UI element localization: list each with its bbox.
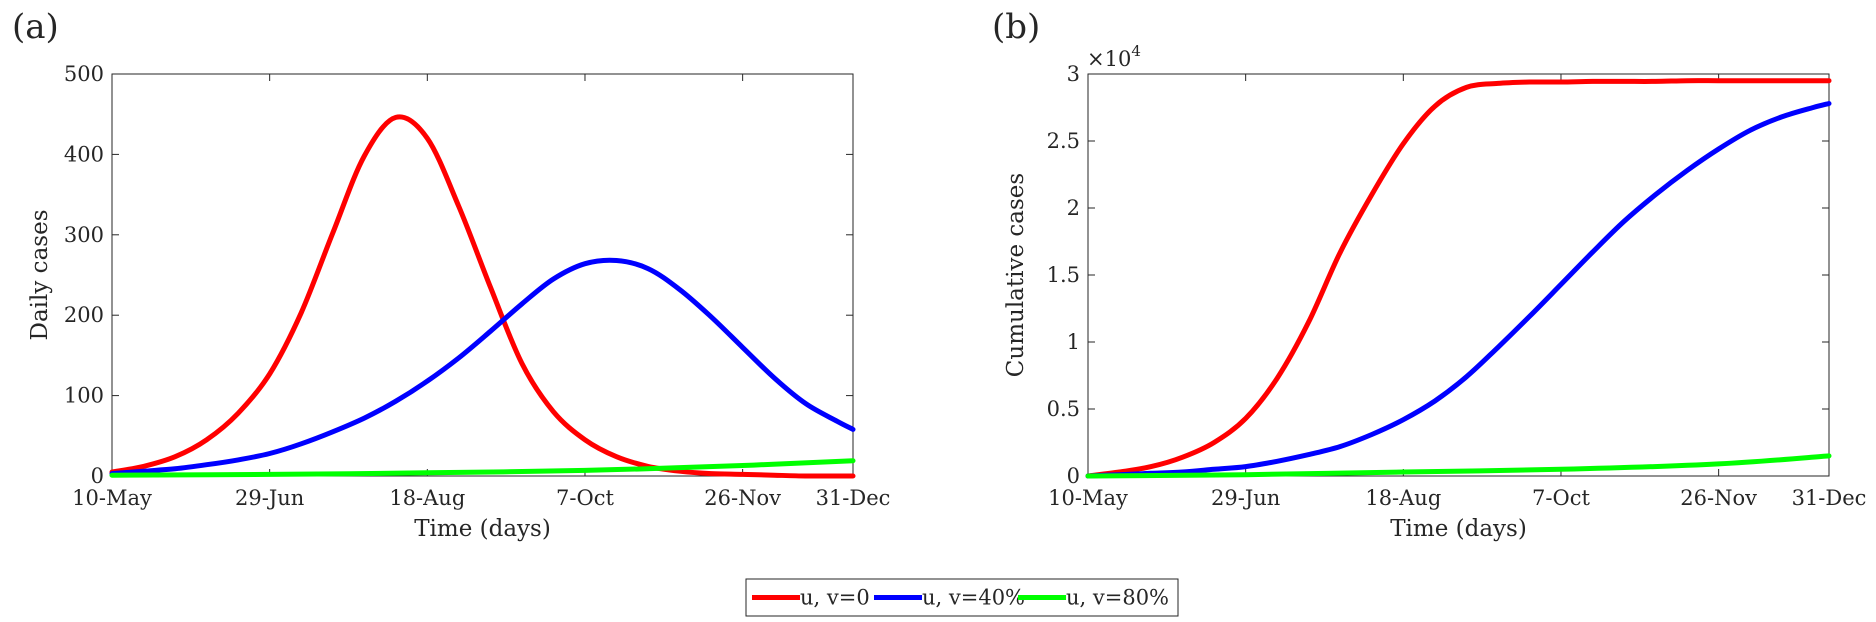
y-tick-label: 1 [1067,330,1080,354]
x-tick-label: 26-Nov [1680,486,1757,510]
plot-frame [111,73,854,477]
x-tick-label: 10-May [72,486,152,510]
y-tick-label: 2.5 [1047,129,1080,153]
legend-label: u, v=0 [800,586,870,610]
panel-a: (a) 0 100 200 300 400 500 10-May 29-Jun 18-Aug 7-O… [12,7,890,542]
x-tick-label: 7-Oct [556,486,614,510]
x-tick-label: 26-Nov [704,486,781,510]
x-tick-label: 18-Aug [1365,486,1441,510]
series-line-v0 [1085,78,1832,479]
y-tick-label: 500 [64,62,104,86]
y-tick-label: 0 [1067,464,1080,488]
y-tick-label: 300 [64,223,104,247]
x-tick-label: 29-Jun [1211,486,1280,510]
panel-label: (a) [12,7,59,47]
y-multiplier: ×104 [1087,42,1141,71]
legend: u, v=0 u, v=40% u, v=80% [745,578,1179,617]
y-tick-label: 3 [1067,62,1080,86]
legend-box [745,578,1179,617]
panel-label: (b) [992,7,1040,47]
series-line-v40 [1085,101,1832,479]
legend-label: u, v=40% [922,586,1025,610]
series-line-v80 [1085,453,1832,479]
y-tick-label: 2 [1067,196,1080,220]
y-tick-label: 0.5 [1047,397,1080,421]
y-tick-label: 1.5 [1047,263,1080,287]
y-axis-label: Cumulative cases [1003,173,1029,377]
x-tick-label: 10-May [1048,486,1128,510]
legend-label: u, v=80% [1066,586,1169,610]
x-axis-label: Time (days) [414,516,551,542]
y-axis-label: Daily cases [27,210,53,341]
series-line-v0 [109,114,856,479]
x-tick-label: 31-Dec [1792,486,1867,510]
x-tick-label: 31-Dec [816,486,891,510]
y-tick-label: 0 [91,464,104,488]
series-line-v40 [109,257,856,477]
y-multiplier-exponent: 4 [1131,42,1141,60]
x-axis-label: Time (days) [1390,516,1527,542]
x-tick-label: 29-Jun [235,486,304,510]
series-line-v80 [109,458,856,478]
x-tick-label: 7-Oct [1532,486,1590,510]
y-tick-label: 200 [64,303,104,327]
x-tick-label: 18-Aug [389,486,465,510]
y-tick-label: 400 [64,142,104,166]
panel-b: (b) 0 0.5 1 1.5 2 2.5 3 10-May 29-Jun 18-Aug 7-Oct 2… [992,7,1866,542]
y-multiplier-base: ×10 [1087,47,1131,71]
y-tick-label: 100 [64,384,104,408]
